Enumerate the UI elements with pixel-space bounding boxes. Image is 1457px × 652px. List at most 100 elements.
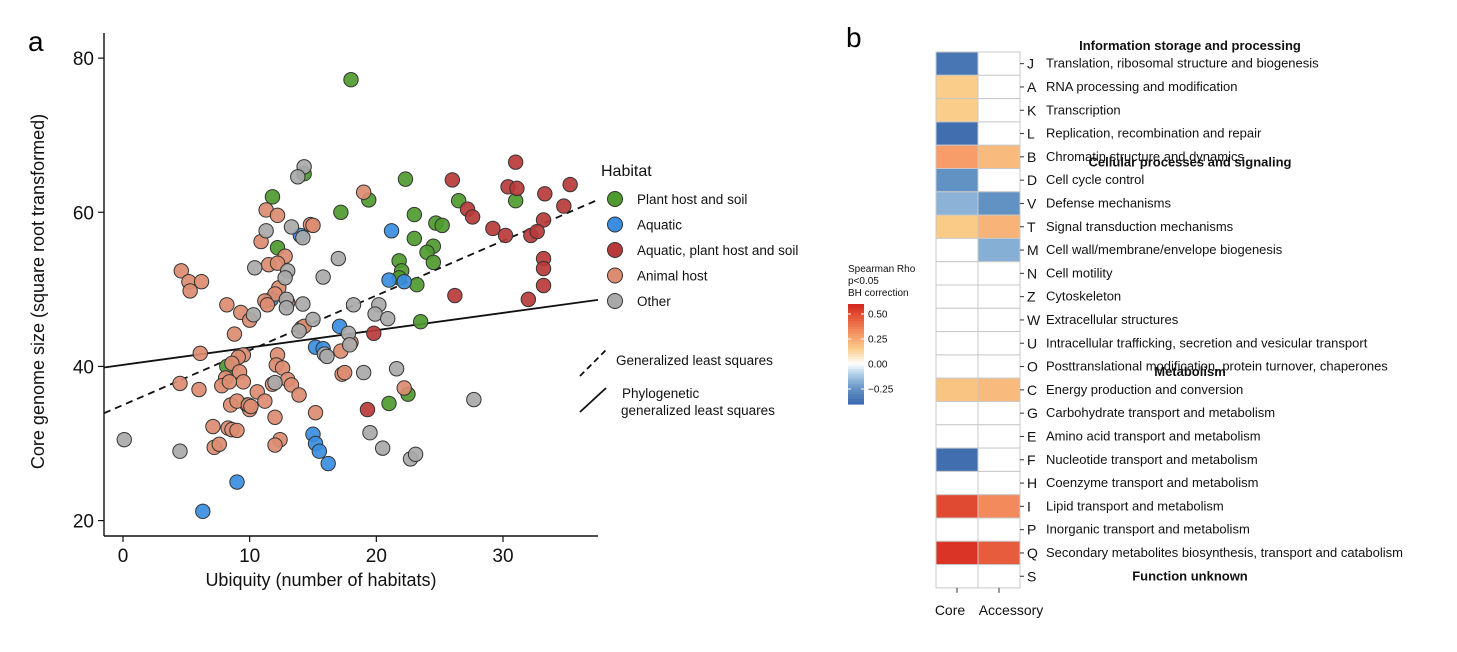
data-point-series-4 xyxy=(257,393,273,409)
colorbar-segment xyxy=(848,394,864,398)
fit-legend-label: generalized least squares xyxy=(621,403,775,418)
legend-label-1: Plant host and soil xyxy=(637,192,747,207)
heatmap-cell xyxy=(935,121,979,146)
heatmap-cell xyxy=(935,144,979,169)
colorbar-segment xyxy=(848,371,864,375)
row-label: Signal transduction mechanisms xyxy=(1046,219,1234,234)
row-label: Secondary metabolites biosynthesis, tran… xyxy=(1046,545,1403,560)
heatmap-cell xyxy=(977,564,1021,589)
heatmap-cell xyxy=(935,470,979,496)
data-point-series-5 xyxy=(315,269,331,285)
data-point-series-5 xyxy=(345,297,362,313)
data-point-series-3 xyxy=(520,291,537,308)
data-point-series-4 xyxy=(205,418,221,435)
heatmap-cell xyxy=(977,121,1021,146)
row-code: J xyxy=(1027,56,1034,72)
row-label: Translation, ribosomal structure and bio… xyxy=(1046,56,1319,71)
scatter-plot: a 0 10 20 30 20 40 60 80 Ubiquity (number of habi… xyxy=(28,26,798,590)
data-point-series-5 xyxy=(247,260,263,276)
data-point-series-4 xyxy=(192,345,208,362)
row-code: Q xyxy=(1027,545,1038,561)
colorbar-tick-label: −0.25 xyxy=(868,385,894,396)
heatmap-cell xyxy=(935,540,979,566)
row-label: Cytoskeleton xyxy=(1046,289,1121,304)
row-code: C xyxy=(1027,382,1037,398)
heatmap-cell xyxy=(935,191,979,216)
fit-legend-label: Generalized least squares xyxy=(616,353,773,368)
colorbar-segment xyxy=(848,386,864,390)
heatmap-cell xyxy=(977,74,1021,100)
data-point-series-4 xyxy=(267,437,283,453)
data-point-series-2 xyxy=(311,443,328,459)
data-point-series-3 xyxy=(444,172,461,188)
legend-swatch-4 xyxy=(607,267,623,284)
row-label: Cell cycle control xyxy=(1046,172,1144,187)
data-point-series-5 xyxy=(330,250,347,267)
row-code: V xyxy=(1027,195,1037,211)
heatmap-cell xyxy=(935,261,979,286)
row-code: E xyxy=(1027,428,1036,444)
data-point-series-5 xyxy=(116,431,132,448)
data-point-series-4 xyxy=(211,436,227,452)
heatmap-cell xyxy=(935,284,979,309)
row-label: Cell motility xyxy=(1046,265,1113,280)
data-point-series-3 xyxy=(529,223,545,240)
category-header: Metabolism xyxy=(1154,364,1226,379)
row-label: Amino acid transport and metabolism xyxy=(1046,428,1261,443)
colorbar-segment xyxy=(848,336,864,340)
column-label: Accessory xyxy=(979,602,1044,618)
colorbar-tick-label: 0.00 xyxy=(868,360,888,371)
data-point-series-4 xyxy=(307,404,324,421)
heatmap-cell xyxy=(977,214,1021,239)
data-point-series-5 xyxy=(172,443,188,459)
legend-swatch-5 xyxy=(607,293,623,309)
data-point-series-3 xyxy=(556,198,572,214)
colorbar-segment xyxy=(848,326,864,330)
row-code: G xyxy=(1027,405,1038,421)
fit-legend-swatch-solid xyxy=(579,387,607,413)
data-point-series-4 xyxy=(267,409,283,426)
data-point-series-5 xyxy=(466,391,482,408)
x-tick-label: 20 xyxy=(366,546,387,567)
data-point-series-4 xyxy=(259,297,276,313)
data-point-series-3 xyxy=(509,180,525,197)
row-label: Energy production and conversion xyxy=(1046,382,1243,397)
panel-label-a: a xyxy=(28,26,44,57)
row-code: D xyxy=(1027,172,1037,188)
data-point-series-5 xyxy=(291,323,307,339)
colorbar-segment xyxy=(848,319,864,323)
fit-legend-label: Phylogenetic xyxy=(622,386,700,401)
heatmap-cell xyxy=(935,237,979,263)
y-axis-title: Core genome size (square root transforme… xyxy=(28,114,48,469)
y-tick-label: 20 xyxy=(73,512,94,533)
legend-swatch-3 xyxy=(607,242,623,258)
heatmap-cell xyxy=(977,517,1021,542)
colorbar-segment xyxy=(848,324,864,328)
category-header: Information storage and processing xyxy=(1079,38,1301,53)
colorbar-segment xyxy=(848,401,864,405)
panel-label-b: b xyxy=(846,22,862,53)
row-label: Chromatin structure and dynamics xyxy=(1046,149,1244,164)
data-point-series-4 xyxy=(221,374,238,390)
data-point-series-4 xyxy=(269,207,286,224)
colorbar-segment xyxy=(848,329,864,333)
row-code: S xyxy=(1027,568,1036,584)
row-label: Defense mechanisms xyxy=(1046,195,1171,210)
data-point-series-4 xyxy=(191,381,207,398)
heatmap-cell xyxy=(977,98,1021,123)
colorbar-segment xyxy=(848,359,864,363)
colorbar-segment xyxy=(848,354,864,358)
heatmap-cell xyxy=(935,331,979,356)
colorbar-title: Spearman Rho xyxy=(848,264,916,275)
data-point-series-1 xyxy=(406,206,423,223)
colorbar-segment xyxy=(848,306,864,310)
data-point-series-5 xyxy=(342,337,358,353)
colorbar-segment xyxy=(848,374,864,378)
data-point-series-1 xyxy=(381,395,397,412)
data-point-series-4 xyxy=(226,326,243,342)
data-point-series-4 xyxy=(235,374,252,390)
heatmap-cell xyxy=(935,214,979,239)
data-point-series-3 xyxy=(366,325,382,341)
data-point-series-3 xyxy=(359,401,376,418)
row-code: T xyxy=(1027,219,1036,235)
